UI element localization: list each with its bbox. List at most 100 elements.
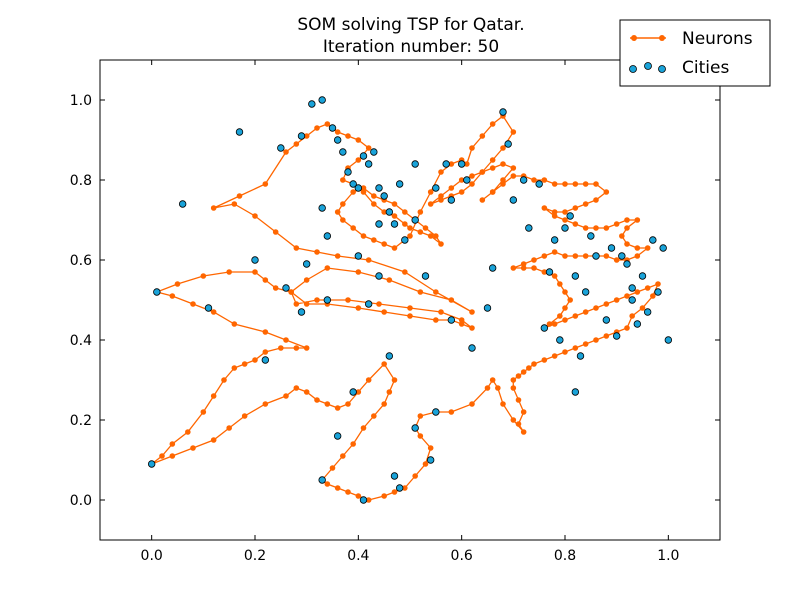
neuron-point (551, 249, 558, 255)
legend-entry-neurons: Neurons (630, 29, 753, 49)
neuron-point (562, 317, 568, 323)
neuron-point (169, 441, 176, 447)
neuron-point (469, 181, 475, 187)
city-point (535, 180, 543, 188)
neuron-point (531, 177, 537, 183)
city-point (587, 232, 595, 240)
neuron-point (231, 321, 238, 327)
neuron-point (381, 361, 387, 367)
neuron-point (582, 309, 589, 315)
neuron-point (371, 193, 377, 199)
neuron-point (520, 261, 527, 267)
neuron-point (262, 329, 269, 335)
neuron-point (200, 273, 207, 279)
neuron-point (582, 341, 589, 347)
neuron-point (283, 393, 289, 399)
neuron-point (340, 201, 346, 207)
city-point (571, 272, 580, 280)
neuron-point (159, 453, 165, 459)
neuron-point (303, 133, 310, 139)
neuron-point (562, 209, 568, 215)
neuron-point (386, 277, 393, 283)
neuron-point (422, 461, 429, 467)
neuron-point (355, 157, 362, 163)
neuron-point (355, 269, 362, 275)
neuron-point (557, 281, 563, 287)
legend-label-cities: Cities (682, 58, 729, 78)
neuron-point (541, 357, 548, 363)
city-point (364, 300, 373, 308)
neuron-point (262, 277, 269, 283)
city-point (504, 140, 512, 148)
y-tick-label: 0.0 (70, 493, 92, 509)
neuron-point (169, 293, 176, 299)
y-tick-label: 0.8 (70, 173, 92, 189)
neuron-point (417, 209, 424, 215)
city-point (395, 484, 404, 492)
neuron-point (303, 345, 310, 351)
city-point (261, 356, 270, 364)
neuron-point (572, 345, 579, 351)
legend: Neurons Cities (619, 19, 771, 87)
neuron-point (381, 309, 387, 315)
neuron-point (210, 393, 217, 399)
neuron-point (293, 345, 300, 351)
neuron-point (288, 289, 294, 295)
neuron-point (360, 189, 367, 195)
y-tick-label: 0.4 (70, 333, 92, 349)
neuron-point (293, 385, 300, 391)
city-point (468, 344, 476, 352)
neuron-point (407, 313, 413, 319)
neuron-point (417, 433, 424, 439)
city-point (277, 144, 285, 152)
neuron-point (402, 221, 408, 227)
neuron-point (324, 265, 331, 271)
neuron-point (340, 177, 346, 183)
city-point (556, 336, 564, 344)
neuron-point (650, 293, 656, 299)
neuron-point (221, 377, 227, 383)
neuron-point (303, 301, 310, 307)
neuron-point (417, 413, 424, 419)
neuron-point (433, 289, 439, 295)
city-point (359, 152, 368, 160)
city-point (354, 252, 363, 260)
neuron-point (407, 233, 413, 239)
neuron-point (241, 413, 248, 419)
city-point (323, 232, 332, 240)
neuron-point (458, 177, 465, 183)
neuron-point (541, 269, 548, 275)
city-point (153, 288, 161, 296)
neuron-point (350, 189, 356, 195)
city-point (375, 220, 383, 228)
neuron-point (546, 321, 553, 327)
neuron-point (407, 225, 413, 231)
neuron-point (190, 301, 196, 307)
neuron-point (334, 129, 341, 135)
city-point (333, 136, 342, 144)
neuron-point (469, 145, 475, 151)
neuron-point (613, 297, 620, 303)
neuron-point (381, 401, 387, 407)
y-tick-label: 1.0 (70, 93, 92, 109)
neuron-point (190, 445, 196, 451)
neuron-point (458, 317, 465, 323)
neuron-point (345, 401, 351, 407)
chart-title-line-2: Iteration number: 50 (323, 37, 499, 57)
neuron-point (226, 269, 232, 275)
neuron-point (484, 385, 491, 391)
city-point (411, 216, 419, 224)
neuron-point (433, 317, 439, 323)
neuron-point (272, 285, 279, 291)
neuron-point (458, 189, 465, 195)
plot-area (147, 96, 673, 504)
neuron-point (417, 229, 424, 235)
city-point (385, 352, 394, 360)
city-point (390, 220, 399, 228)
neuron-point (613, 221, 620, 227)
neuron-point (510, 385, 517, 391)
neuron-point (314, 125, 320, 131)
city-point (540, 324, 549, 332)
city-point (318, 96, 326, 104)
neuron-point (293, 141, 300, 147)
